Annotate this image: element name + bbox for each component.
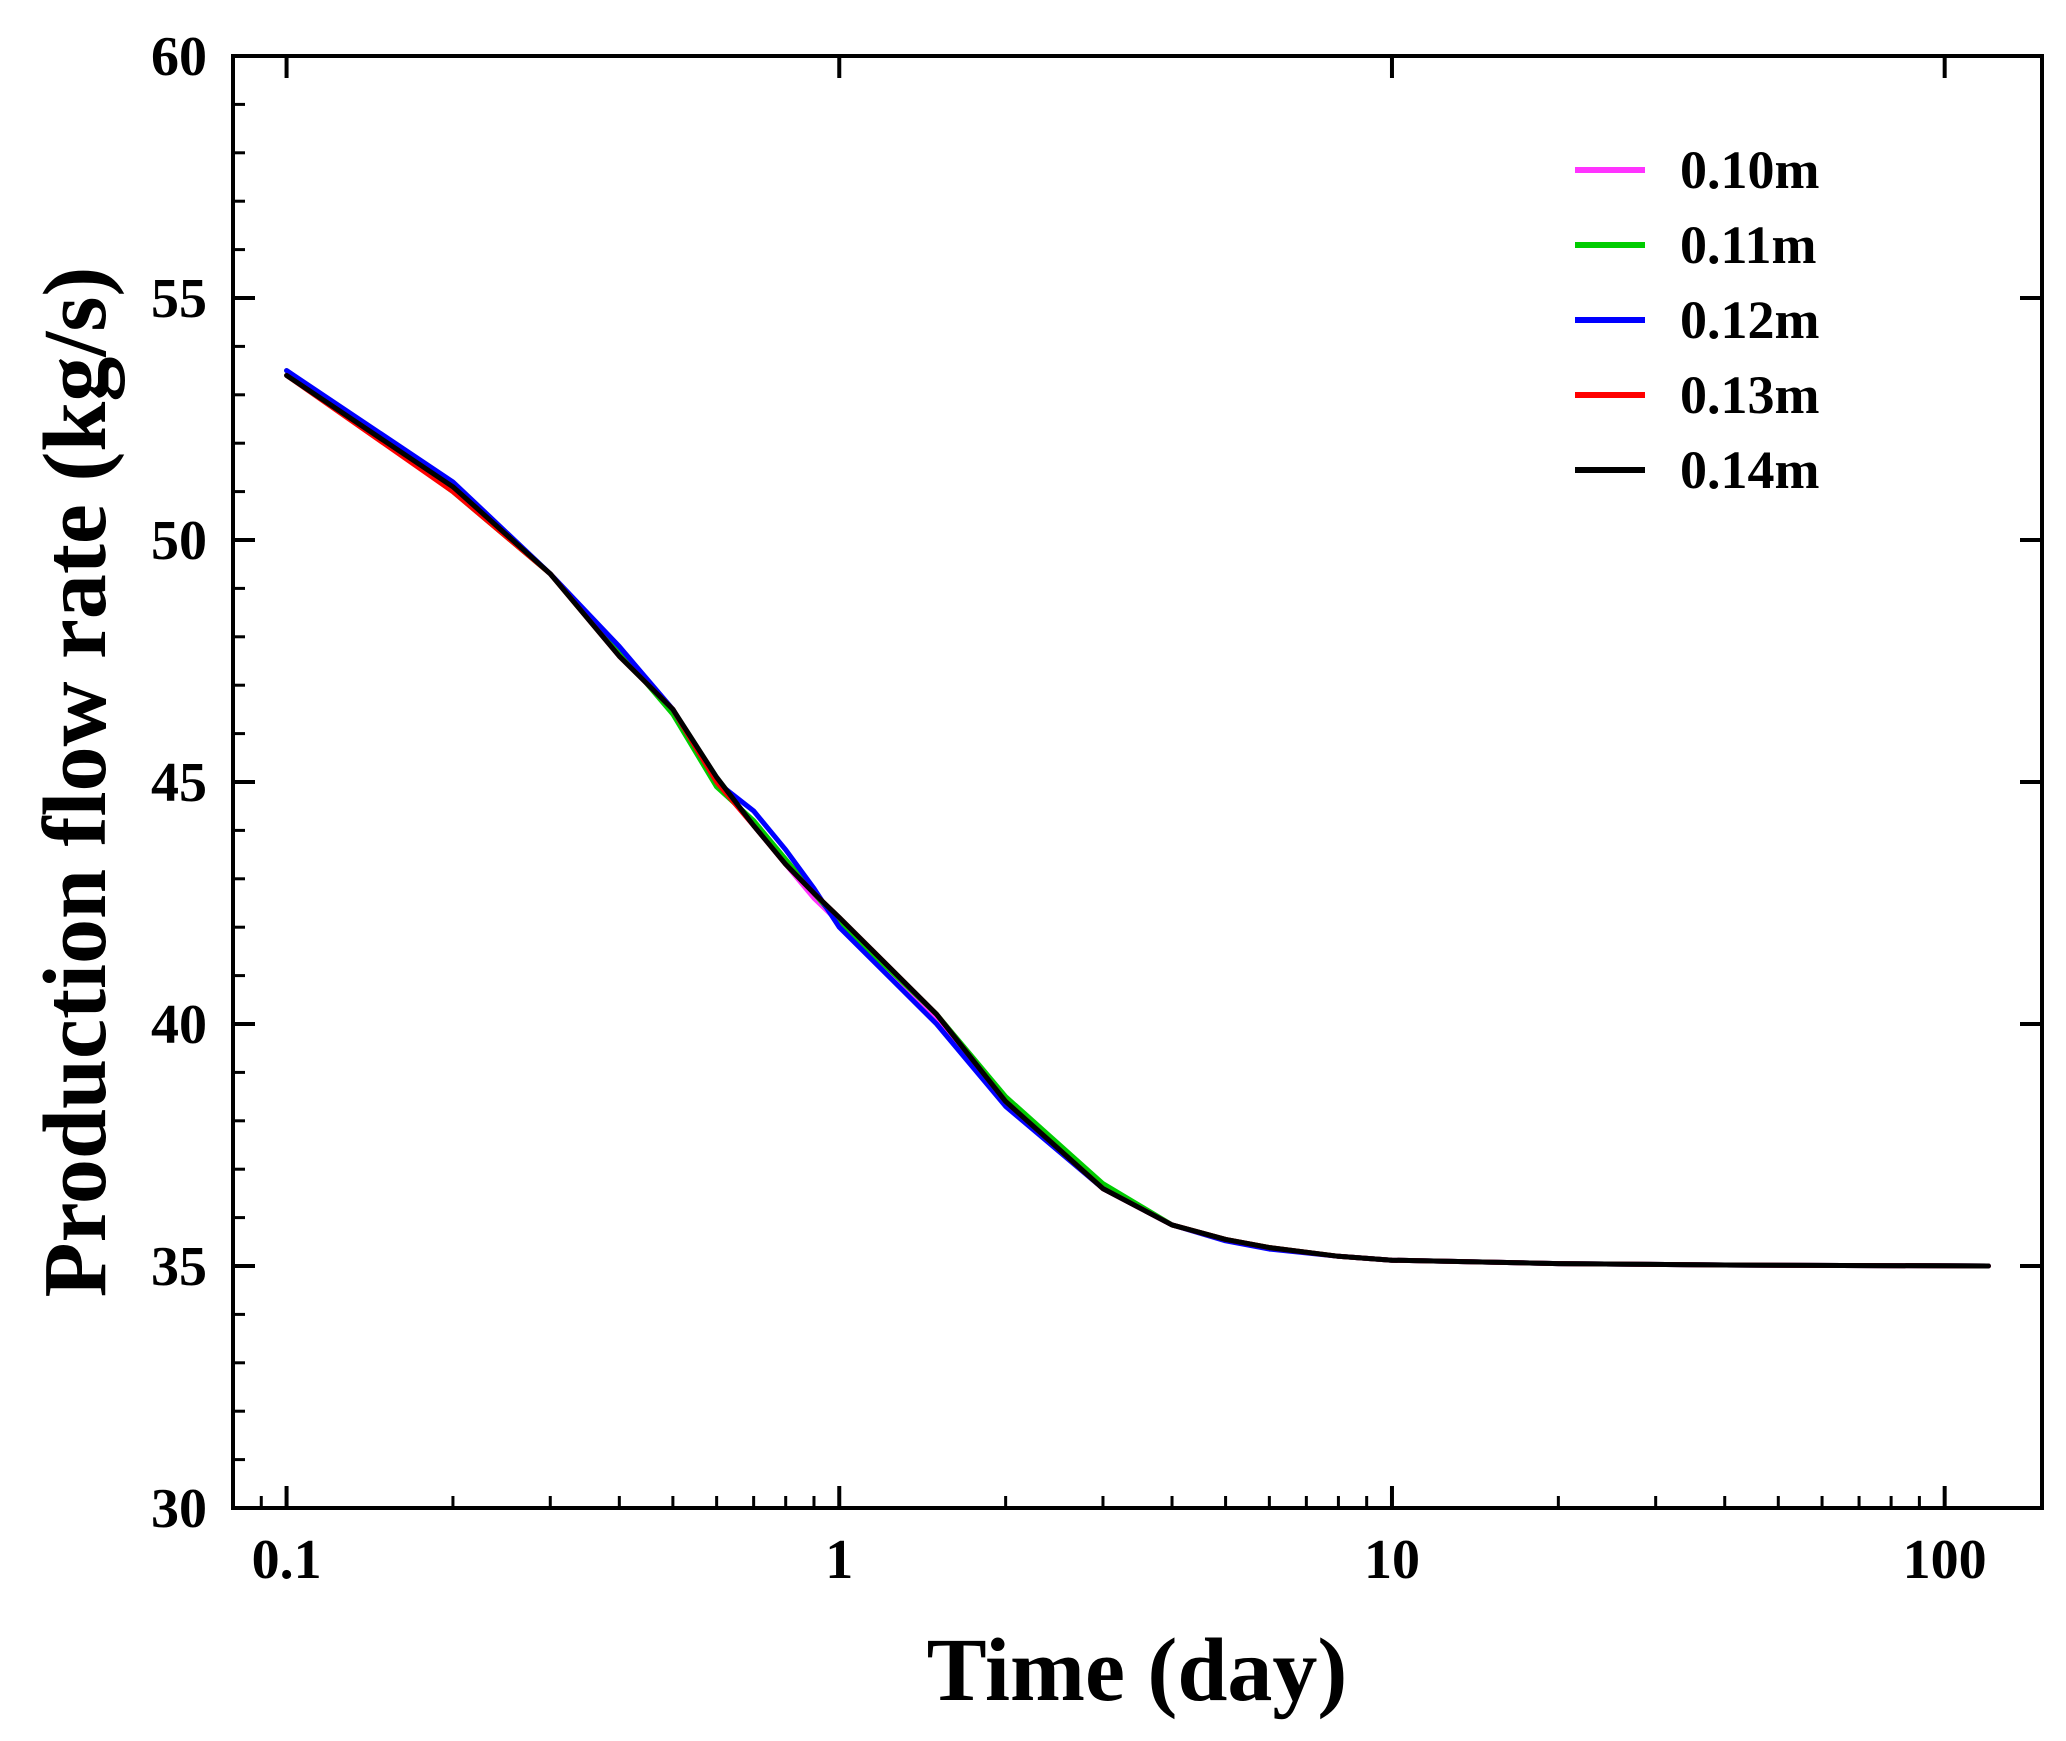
- y-tick-label: 50: [151, 510, 207, 572]
- y-tick-label: 30: [151, 1478, 207, 1540]
- x-tick-label: 1: [825, 1529, 853, 1591]
- y-tick-label: 35: [151, 1236, 207, 1298]
- tick-labels: 30 35 40 45 50 55 60 0.1 1 10 100: [151, 26, 1987, 1591]
- series-layer: [284, 368, 1991, 1269]
- legend-label-0.11m: 0.11m: [1680, 215, 1817, 275]
- y-tick-label: 60: [151, 26, 207, 88]
- plot-frame: [231, 54, 2044, 1510]
- legend: 0.10m 0.11m 0.12m 0.13m 0.14m: [1575, 140, 1820, 500]
- x-tick-label: 10: [1364, 1529, 1420, 1591]
- y-axis-title: Production flow rate (kg/s): [26, 267, 125, 1298]
- legend-label-0.10m: 0.10m: [1680, 140, 1820, 200]
- x-tick-label: 100: [1903, 1529, 1987, 1591]
- y-tick-label: 45: [151, 752, 207, 814]
- x-axis-title: Time (day): [927, 1621, 1348, 1720]
- y-tick-label: 40: [151, 994, 207, 1056]
- x-tick-label: 0.1: [252, 1529, 322, 1591]
- y-tick-label: 55: [151, 268, 207, 330]
- legend-label-0.12m: 0.12m: [1680, 290, 1820, 350]
- series-line-0.14m: [284, 372, 1991, 1269]
- legend-label-0.14m: 0.14m: [1680, 440, 1820, 500]
- legend-label-0.13m: 0.13m: [1680, 365, 1820, 425]
